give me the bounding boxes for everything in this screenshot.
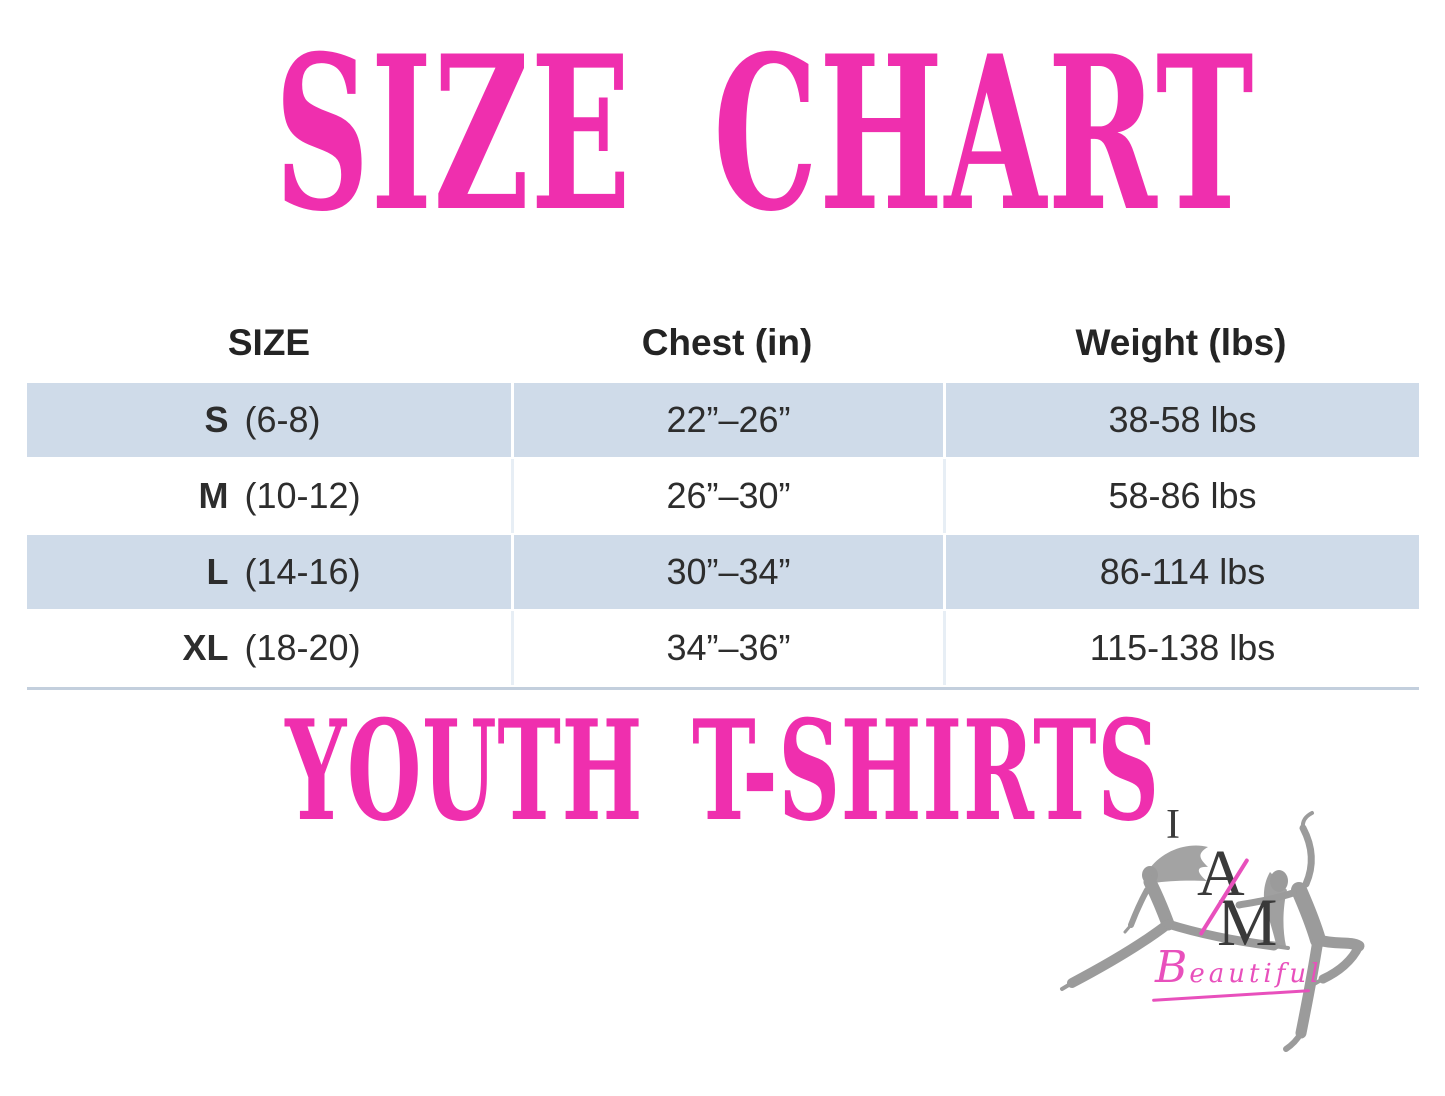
size-chart-title: SIZE CHART — [274, 9, 1255, 258]
column-header-chest: Chest (in) — [641, 322, 813, 363]
size-cell: L (14-16) — [27, 535, 511, 609]
iam-beautiful-logo: I A M Beautiful — [1050, 788, 1410, 1078]
weight-cell: 115-138 lbs — [943, 611, 1419, 685]
monogram-letter-m: M — [1217, 884, 1278, 960]
size-range: (10-12) — [244, 475, 361, 516]
size-letter: L — [206, 551, 229, 592]
size-table-header: SIZE Chest (in) Weight (lbs) — [27, 303, 1419, 383]
dancer-right-silhouette — [1235, 811, 1365, 1052]
size-range: (14-16) — [244, 551, 361, 592]
weight-cell: 38-58 lbs — [943, 383, 1419, 457]
size-cell: S (6-8) — [27, 383, 511, 457]
column-header-size: SIZE — [227, 322, 311, 363]
chest-cell: 30”–34” — [511, 535, 943, 609]
weight-cell: 58-86 lbs — [943, 459, 1419, 533]
chest-cell: 26”–30” — [511, 459, 943, 533]
monogram-letter-i: I — [1166, 802, 1180, 848]
size-cell: M (10-12) — [27, 459, 511, 533]
chest-cell: 22”–26” — [511, 383, 943, 457]
table-row-xl: XL (18-20) 34”–36” 115-138 lbs — [27, 611, 1419, 687]
size-letter: XL — [182, 627, 229, 668]
size-range: (6-8) — [244, 399, 321, 440]
size-range: (18-20) — [244, 627, 361, 668]
table-row-s: S (6-8) 22”–26” 38-58 lbs — [27, 383, 1419, 459]
table-row-m: M (10-12) 26”–30” 58-86 lbs — [27, 459, 1419, 535]
size-table: S (6-8) 22”–26” 38-58 lbs M (10-12) 26”–… — [27, 383, 1419, 690]
dancer-left-silhouette — [1060, 845, 1290, 991]
size-letter: M — [198, 475, 229, 516]
youth-tshirts-label: YOUTH T-SHIRTS — [285, 689, 1160, 852]
table-row-l: L (14-16) 30”–34” 86-114 lbs — [27, 535, 1419, 611]
size-cell: XL (18-20) — [27, 611, 511, 685]
dancers-silhouette-graphic — [1060, 811, 1365, 1052]
weight-cell: 86-114 lbs — [943, 535, 1419, 609]
size-letter: S — [204, 399, 229, 440]
column-header-weight: Weight (lbs) — [1075, 322, 1287, 363]
logo-script-beautiful: Beautiful — [1155, 942, 1323, 993]
chest-cell: 34”–36” — [511, 611, 943, 685]
